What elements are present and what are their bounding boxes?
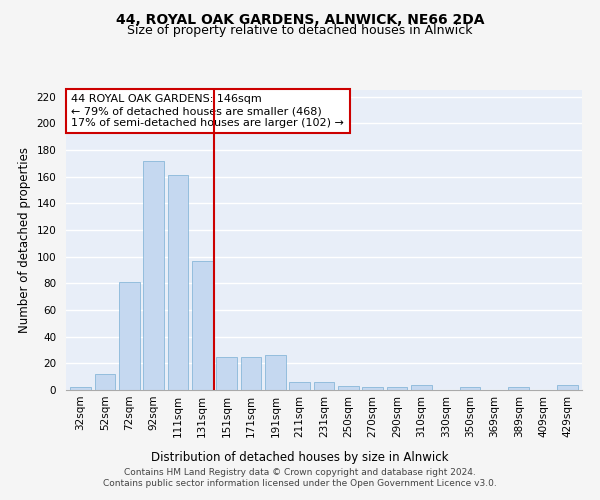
Text: 44, ROYAL OAK GARDENS, ALNWICK, NE66 2DA: 44, ROYAL OAK GARDENS, ALNWICK, NE66 2DA <box>116 12 484 26</box>
Text: Size of property relative to detached houses in Alnwick: Size of property relative to detached ho… <box>127 24 473 37</box>
Bar <box>338 386 359 390</box>
Bar <box>362 388 383 390</box>
Text: Distribution of detached houses by size in Alnwick: Distribution of detached houses by size … <box>151 451 449 464</box>
Bar <box>265 356 286 390</box>
Bar <box>192 260 212 390</box>
Bar <box>460 388 481 390</box>
Bar <box>314 382 334 390</box>
Bar <box>216 356 237 390</box>
Text: 44 ROYAL OAK GARDENS: 146sqm
← 79% of detached houses are smaller (468)
17% of s: 44 ROYAL OAK GARDENS: 146sqm ← 79% of de… <box>71 94 344 128</box>
Bar <box>289 382 310 390</box>
Bar <box>143 160 164 390</box>
Bar <box>386 388 407 390</box>
Bar <box>167 176 188 390</box>
Y-axis label: Number of detached properties: Number of detached properties <box>18 147 31 333</box>
Bar <box>557 384 578 390</box>
Text: Contains HM Land Registry data © Crown copyright and database right 2024.
Contai: Contains HM Land Registry data © Crown c… <box>103 468 497 487</box>
Bar <box>70 388 91 390</box>
Bar <box>411 384 432 390</box>
Bar <box>119 282 140 390</box>
Bar <box>241 356 262 390</box>
Bar <box>508 388 529 390</box>
Bar <box>95 374 115 390</box>
